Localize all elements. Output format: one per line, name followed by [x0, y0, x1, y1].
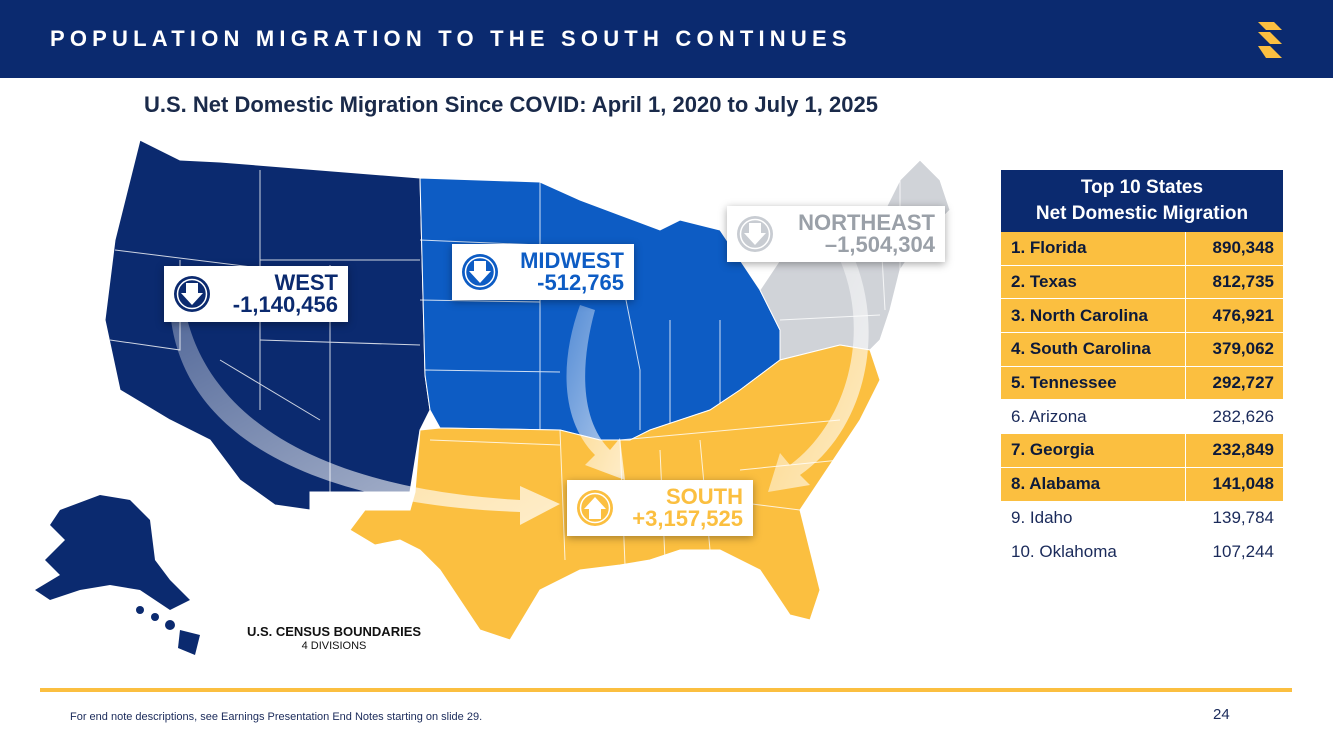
region-name-south: SOUTH — [666, 484, 743, 509]
row-state: 3. North Carolina — [1001, 299, 1186, 333]
row-value: 107,244 — [1212, 541, 1274, 561]
region-west — [104, 139, 431, 511]
chart-subtitle: U.S. Net Domestic Migration Since COVID:… — [144, 92, 878, 117]
slide-header: POPULATION MIGRATION TO THE SOUTH CONTIN… — [0, 0, 1333, 78]
row-state: 9. Idaho — [1001, 501, 1186, 535]
row-value: 476,921 — [1212, 305, 1274, 325]
row-value: 141,048 — [1212, 474, 1274, 494]
row-state: 2. Texas — [1001, 265, 1186, 299]
footer-rule — [40, 688, 1292, 692]
table-row: 5. Tennessee 292,727 — [1001, 366, 1283, 401]
region-name-midwest: MIDWEST — [520, 248, 624, 273]
top10-header: Top 10 States Net Domestic Migration — [1001, 170, 1283, 232]
table-row: 9. Idaho 139,784 — [1001, 501, 1283, 536]
region-value-west: -1,140,456 — [232, 292, 338, 317]
s-logo-icon — [1258, 22, 1282, 58]
row-value: 232,849 — [1212, 440, 1274, 460]
region-value-midwest: -512,765 — [537, 270, 624, 295]
top10-title-2: Net Domestic Migration — [1035, 203, 1249, 224]
alaska — [35, 495, 190, 610]
row-state: 6. Arizona — [1001, 400, 1186, 434]
row-value: 812,735 — [1212, 272, 1274, 292]
census-sub: 4 DIVISIONS — [301, 639, 367, 652]
row-value: 139,784 — [1212, 507, 1274, 527]
callout-midwest: MIDWEST -512,765 — [452, 244, 634, 300]
arrow-up-icon — [577, 490, 613, 526]
row-state: 5. Tennessee — [1001, 366, 1186, 400]
arrow-west-to-south — [170, 310, 560, 525]
table-row: 10. Oklahoma 107,244 — [1001, 535, 1283, 569]
region-value-northeast: –1,504,304 — [824, 232, 935, 257]
callout-west: WEST -1,140,456 — [164, 266, 348, 322]
page-number: 24 — [1213, 706, 1230, 723]
table-row: 8. Alabama 141,048 — [1001, 467, 1283, 502]
arrow-down-icon — [737, 216, 773, 252]
row-value: 379,062 — [1212, 339, 1274, 359]
arrow-northeast-to-south — [768, 260, 869, 492]
row-value: 282,626 — [1212, 406, 1274, 426]
table-row: 6. Arizona 282,626 — [1001, 400, 1283, 435]
region-value-south: +3,157,525 — [632, 506, 743, 531]
table-row: 3. North Carolina 476,921 — [1001, 299, 1283, 334]
table-row: 4. South Carolina 379,062 — [1001, 333, 1283, 367]
arrow-down-icon — [462, 254, 498, 290]
callout-northeast: NORTHEAST –1,504,304 — [727, 206, 945, 262]
region-name-west: WEST — [274, 270, 338, 295]
census-label: U.S. CENSUS BOUNDARIES 4 DIVISIONS — [234, 624, 434, 653]
row-state: 1. Florida — [1001, 232, 1186, 265]
table-row: 7. Georgia 232,849 — [1001, 434, 1283, 468]
footnote: For end note descriptions, see Earnings … — [70, 711, 483, 723]
row-state: 10. Oklahoma — [1001, 535, 1186, 568]
row-state: 7. Georgia — [1001, 434, 1186, 467]
row-state: 8. Alabama — [1001, 467, 1186, 501]
arrow-midwest-to-south — [566, 305, 625, 480]
row-state: 4. South Carolina — [1001, 333, 1186, 366]
us-census-region-map — [35, 139, 951, 655]
region-name-northeast: NORTHEAST — [798, 210, 935, 235]
callout-south: SOUTH +3,157,525 — [567, 480, 753, 536]
migration-arrows — [170, 260, 869, 525]
table-row: 2. Texas 812,735 — [1001, 265, 1283, 300]
top10-title-1: Top 10 States — [1080, 177, 1204, 198]
hawaii — [136, 606, 200, 655]
slide-title: POPULATION MIGRATION TO THE SOUTH CONTIN… — [50, 26, 852, 51]
table-row: 1. Florida 890,348 — [1001, 232, 1283, 266]
census-title: U.S. CENSUS BOUNDARIES — [246, 624, 422, 639]
row-value: 890,348 — [1212, 238, 1274, 258]
top10-table: Top 10 States Net Domestic Migration 1. … — [1001, 170, 1283, 569]
arrow-down-icon — [174, 276, 210, 312]
row-value: 292,727 — [1212, 373, 1274, 393]
